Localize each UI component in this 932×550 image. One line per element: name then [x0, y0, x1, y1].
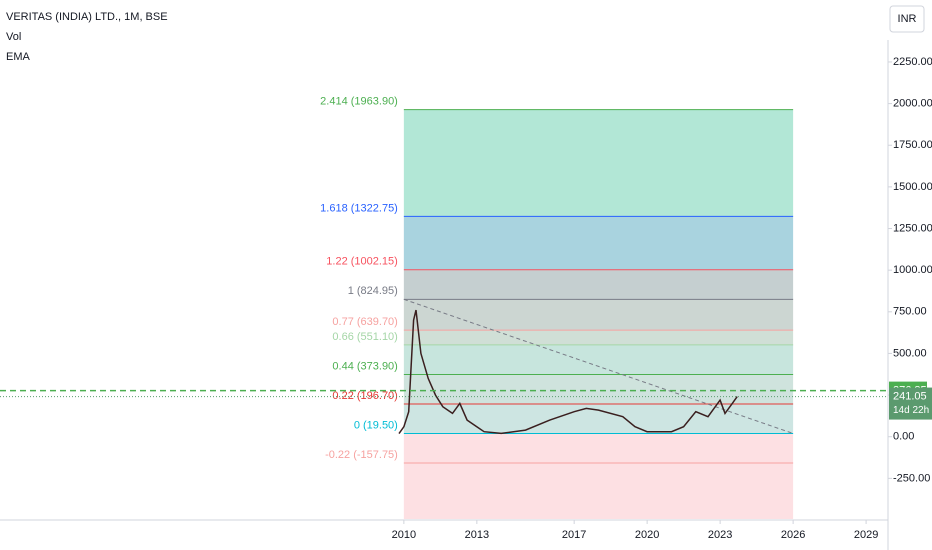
- x-tick-label: 2020: [635, 529, 659, 541]
- currency: INR: [898, 13, 917, 25]
- x-tick-label: 2026: [781, 529, 805, 541]
- fib-label: 1.22 (1002.15): [326, 256, 398, 268]
- fib-label: -0.22 (-157.75): [325, 449, 398, 461]
- fib-label: 0.66 (551.10): [332, 331, 397, 343]
- countdown: 14d 22h: [893, 405, 929, 416]
- fib-band: [403, 462, 794, 519]
- fib-label: 0.77 (639.70): [332, 316, 397, 328]
- y-tick-label: 750.00: [893, 306, 927, 318]
- fib-label: 0 (19.50): [354, 419, 398, 431]
- x-tick-label: 2023: [708, 529, 732, 541]
- y-tick-label: 500.00: [893, 347, 927, 359]
- fib-label: 0.22 (196.70): [332, 390, 397, 402]
- y-tick-label: 1000.00: [893, 264, 932, 276]
- fib-band: [403, 344, 794, 375]
- fib-label: 2.414 (1963.90): [320, 96, 398, 108]
- x-tick-label: 2029: [854, 529, 878, 541]
- y-tick-label: 0.00: [893, 431, 914, 443]
- chart-title: VERITAS (INDIA) LTD., 1M, BSE: [6, 11, 168, 23]
- fib-band: [403, 330, 794, 345]
- fib-band: [403, 374, 794, 404]
- indicator: EMA: [6, 51, 31, 63]
- x-tick-label: 2010: [392, 529, 416, 541]
- fib-label: 1 (824.95): [348, 285, 398, 297]
- fib-label: 1.618 (1322.75): [320, 202, 398, 214]
- fib-band: [403, 269, 794, 300]
- fib-band: [403, 109, 794, 217]
- fib-label: 0.44 (373.90): [332, 360, 397, 372]
- y-tick-label: -250.00: [893, 472, 930, 484]
- indicator: Vol: [6, 31, 21, 43]
- x-tick-label: 2013: [465, 529, 489, 541]
- fib-band: [403, 299, 794, 331]
- currency-button[interactable]: [889, 5, 925, 33]
- price-line: [398, 309, 738, 435]
- y-tick-label: 1750.00: [893, 139, 932, 151]
- y-tick-label: 1500.00: [893, 181, 932, 193]
- x-tick-label: 2017: [562, 529, 586, 541]
- y-tick-label: 1250.00: [893, 222, 932, 234]
- current-price-box: [889, 387, 932, 420]
- fib-band: [403, 216, 794, 270]
- current-price-label: 241.05: [893, 390, 927, 402]
- fib-band: [403, 433, 794, 463]
- y-tick-label: 2250.00: [893, 56, 932, 68]
- y-tick-label: 2000.00: [893, 98, 932, 110]
- trend-line: [403, 298, 794, 434]
